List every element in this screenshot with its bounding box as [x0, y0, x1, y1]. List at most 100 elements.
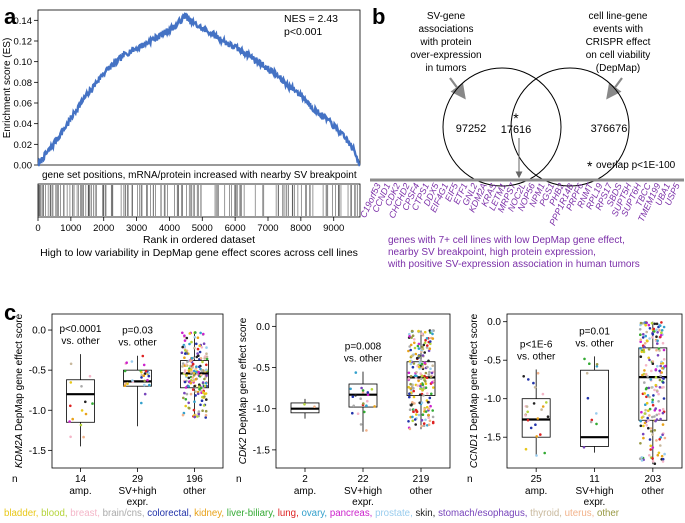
cell-line-point — [658, 438, 661, 441]
cell-line-point — [659, 444, 662, 447]
gene-caption-line: genes with 7+ cell lines with low DepMap… — [388, 235, 625, 246]
y-tick-label: 0.0 — [256, 322, 270, 333]
cell-line-point — [426, 401, 430, 404]
left-desc-line: over-expression — [410, 50, 481, 61]
cell-line-point — [657, 392, 660, 396]
cell-line-point — [417, 413, 421, 417]
cell-line-point — [427, 416, 431, 420]
cell-line-point — [354, 394, 357, 397]
cell-line-point — [409, 382, 412, 386]
cell-line-point — [420, 374, 424, 378]
cell-line-point — [649, 448, 652, 451]
nes-pvalue: p<0.001 — [284, 26, 322, 38]
cell-line-point — [646, 394, 650, 397]
cell-line-point — [426, 344, 429, 347]
y-tick-label: -1.5 — [29, 446, 47, 457]
cell-line-point — [659, 436, 663, 439]
cell-line-point — [649, 430, 653, 433]
left-desc-line: SV-gene — [427, 11, 466, 22]
rank-axis-label: Rank in ordered dataset — [143, 234, 255, 246]
cell-line-point — [427, 373, 431, 376]
gene-caption-line: nearby SV breakpoint, high protein expre… — [388, 247, 596, 258]
cell-line-point — [71, 417, 74, 421]
cell-line-point — [140, 401, 143, 405]
es-curve — [37, 11, 361, 167]
y-tick-label: -0.5 — [253, 363, 271, 374]
cell-line-point — [411, 419, 415, 423]
cell-line-point — [422, 394, 425, 397]
cell-line-point — [191, 388, 195, 391]
cell-line-point — [123, 384, 127, 388]
group-n: 196 — [186, 474, 203, 485]
cell-line-point — [418, 393, 422, 397]
cell-line-point — [194, 331, 197, 334]
cell-line-point — [648, 438, 652, 441]
cell-line-point — [195, 342, 198, 346]
cell-line-point — [199, 386, 203, 390]
legend-item: stomach/esophagus, — [438, 508, 530, 519]
rank-tick-label: 1000 — [60, 223, 81, 234]
cell-line-point — [187, 370, 191, 373]
p-value: p=0.01 — [579, 326, 610, 337]
cell-line-point — [412, 395, 416, 399]
cell-line-point — [193, 346, 196, 350]
left-arrow — [449, 77, 466, 100]
cell-line-point — [541, 392, 545, 396]
cell-line-point — [188, 342, 191, 346]
cell-line-point — [644, 321, 648, 325]
cell-line-point — [535, 454, 538, 457]
cell-line-point — [649, 444, 652, 448]
overlap-note: overlap p<1E-100 — [596, 160, 676, 171]
cell-line-point — [415, 356, 419, 360]
cell-line-point — [195, 355, 199, 359]
cell-line-point — [202, 342, 206, 346]
cell-line-point — [640, 459, 644, 462]
panel-a-letter: a — [4, 4, 17, 29]
cell-line-point — [546, 415, 550, 419]
legend-item: blood, — [41, 508, 70, 519]
cell-line-point — [195, 365, 198, 369]
cell-line-point — [184, 352, 187, 355]
cell-line-point — [417, 329, 420, 333]
cell-line-point — [125, 361, 128, 365]
cell-line-point — [417, 365, 421, 369]
cell-line-point — [420, 401, 424, 405]
cell-line-point — [413, 338, 416, 341]
cell-line-point — [429, 342, 432, 346]
cell-line-point — [130, 360, 134, 363]
cell-line-point — [430, 381, 434, 384]
cell-line-point — [197, 412, 201, 416]
cell-line-point — [652, 327, 656, 331]
cell-line-point — [639, 338, 642, 342]
es-y-axis-label: Enrichment score (ES) — [2, 38, 13, 139]
legend-item: colorectal, — [147, 508, 194, 519]
cell-line-point — [536, 371, 540, 375]
right-set-description: cell line-gene events with CRISPR effect… — [586, 11, 651, 74]
cell-line-point — [644, 403, 647, 407]
cell-line-point — [424, 410, 428, 413]
cell-line-point — [526, 418, 530, 422]
cell-line-point — [205, 363, 208, 367]
y-axis-label: CDK2 DepMap gene effect score — [238, 317, 249, 464]
cell-line-point — [192, 408, 196, 412]
cell-line-point — [408, 335, 411, 338]
cell-line-point — [148, 383, 151, 387]
y-tick-label: -1.5 — [484, 433, 502, 444]
cell-line-point — [430, 329, 434, 333]
p-value: p=0.03 — [122, 326, 153, 337]
cell-line-point — [423, 341, 427, 345]
cell-line-point — [69, 435, 72, 439]
cell-line-point — [655, 439, 658, 442]
cell-line-point — [181, 362, 185, 365]
cell-line-point — [654, 383, 658, 387]
cell-line-point — [197, 385, 201, 389]
cell-line-point — [187, 376, 191, 380]
y-tick-label: -1.0 — [484, 394, 502, 405]
legend-item: breast, — [70, 508, 102, 519]
cell-line-point — [141, 354, 145, 358]
cell-line-point — [409, 387, 413, 390]
cell-line-point — [425, 346, 429, 349]
cell-line-point — [424, 418, 427, 422]
cell-line-point — [429, 340, 432, 343]
